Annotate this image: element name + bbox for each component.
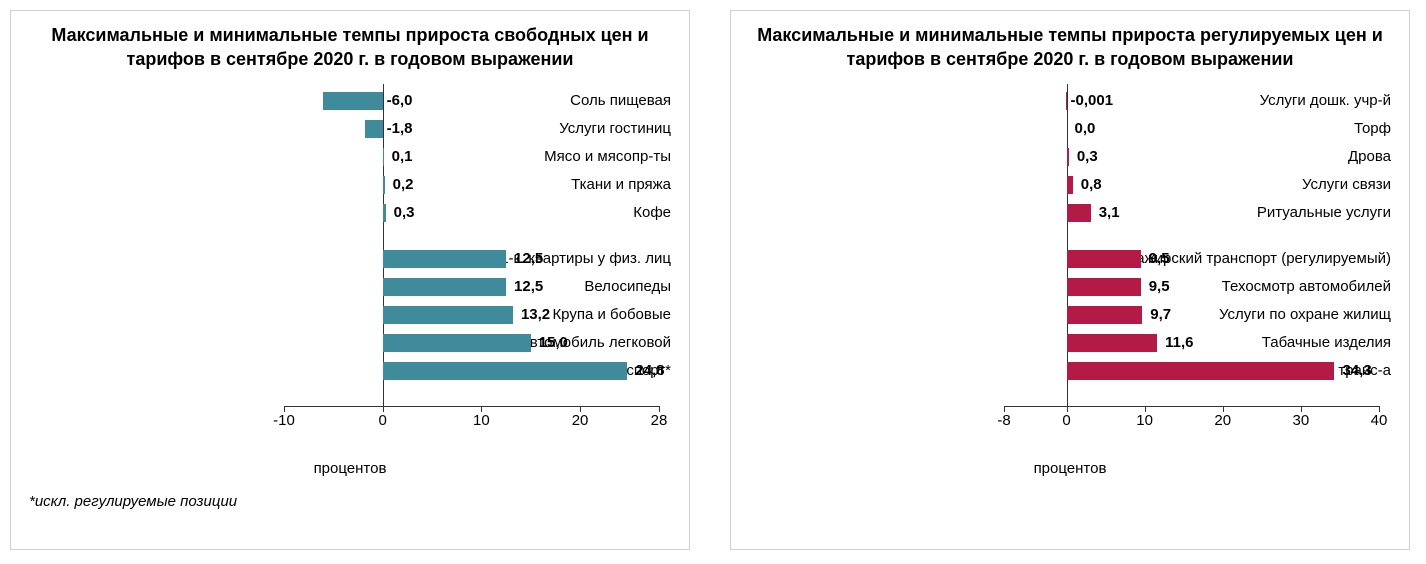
bar-row: Пассажирский транспорт*24,8 — [29, 360, 671, 388]
x-axis-line — [1004, 406, 1379, 407]
tick-label: 28 — [651, 412, 668, 429]
chart-title: Максимальные и минимальные темпы прирост… — [29, 23, 671, 72]
tick-label: 0 — [1062, 412, 1070, 429]
value-label: 34,3 — [1342, 360, 1371, 382]
chart-area-free: Соль пищевая-6,0Услуги гостиниц-1,8Мясо … — [29, 84, 671, 454]
category-label: Услуги связи — [1082, 174, 1392, 196]
bar — [383, 250, 506, 268]
value-label: 9,5 — [1149, 248, 1170, 270]
bar-row: Торф0,0 — [749, 118, 1391, 146]
value-label: -0,001 — [1071, 90, 1114, 112]
value-label: 0,0 — [1075, 118, 1096, 140]
tick-label: 40 — [1371, 412, 1388, 429]
value-label: 12,5 — [514, 276, 543, 298]
bar-row: Услуги дошк. учр-й-0,001 — [749, 90, 1391, 118]
bar-row: Автомобиль легковой15,0 — [29, 332, 671, 360]
bar-row: Соль пищевая-6,0 — [29, 90, 671, 118]
bar-row: Ритуальные услуги3,1 — [749, 202, 1391, 230]
value-label: 11,6 — [1165, 332, 1193, 354]
bar-row: слуги страхования личного транс-а34,3 — [749, 360, 1391, 388]
tick-label: 10 — [1136, 412, 1153, 429]
tick-label: 0 — [379, 412, 387, 429]
x-axis-line — [284, 406, 659, 407]
bar-row: Услуги по охране жилищ9,7 — [749, 304, 1391, 332]
bar — [383, 306, 513, 324]
bar — [1067, 334, 1158, 352]
value-label: 0,3 — [1077, 146, 1098, 168]
bar — [365, 120, 383, 138]
bar-row: Техосмотр автомобилей9,5 — [749, 276, 1391, 304]
value-label: 9,5 — [1149, 276, 1170, 298]
bar-row: Услуги связи0,8 — [749, 174, 1391, 202]
category-label: Торф — [1082, 118, 1392, 140]
bar — [1067, 250, 1141, 268]
bar — [383, 204, 386, 222]
x-axis-label: процентов — [749, 460, 1391, 477]
tick-label: 10 — [473, 412, 490, 429]
bar — [1067, 306, 1143, 324]
value-label: -6,0 — [387, 90, 413, 112]
bar — [323, 92, 382, 110]
value-label: 15,0 — [539, 332, 568, 354]
bar — [383, 176, 385, 194]
value-label: 0,1 — [392, 146, 413, 168]
category-label: Ткани и пряжа — [325, 174, 671, 196]
bar — [383, 362, 628, 380]
panel-regulated-prices: Максимальные и минимальные темпы прирост… — [730, 10, 1410, 550]
bar-row: Велосипеды12,5 — [29, 276, 671, 304]
tick-label: -8 — [997, 412, 1010, 429]
value-label: 24,8 — [635, 360, 664, 382]
x-axis: -10 0 10 20 28 — [29, 412, 671, 442]
bar-row: Услуги гостиниц-1,8 — [29, 118, 671, 146]
tick-label: 30 — [1293, 412, 1310, 429]
tick-label: 20 — [1214, 412, 1231, 429]
category-label: Ритуальные услуги — [1082, 202, 1392, 224]
value-label: 13,2 — [521, 304, 550, 326]
bar — [1066, 92, 1067, 110]
value-label: 0,8 — [1081, 174, 1102, 196]
bar-row: Ткани и пряжа0,2 — [29, 174, 671, 202]
x-axis: -8 0 10 20 30 40 — [749, 412, 1391, 442]
bar — [1067, 362, 1335, 380]
bar — [1067, 148, 1069, 166]
category-label: Услуги дошк. учр-й — [1082, 90, 1392, 112]
value-label: 12,5 — [514, 248, 543, 270]
chart-title: Максимальные и минимальные темпы прирост… — [749, 23, 1391, 72]
bar-row: Дрова0,3 — [749, 146, 1391, 174]
bar — [383, 278, 506, 296]
chart-area-regulated: Услуги дошк. учр-й-0,001Торф0,0Дрова0,3У… — [749, 84, 1391, 454]
bar — [383, 334, 531, 352]
panel-free-prices: Максимальные и минимальные темпы прирост… — [10, 10, 690, 550]
value-label: 3,1 — [1099, 202, 1120, 224]
tick-label: 20 — [572, 412, 589, 429]
category-label: Кофе — [325, 202, 671, 224]
category-label: Дрова — [1082, 146, 1392, 168]
bar-row: ажирский транспорт (регулируемый)9,5 — [749, 248, 1391, 276]
bar — [1067, 176, 1073, 194]
bar-row: Мясо и мясопр-ты0,1 — [29, 146, 671, 174]
footnote: *искл. регулируемые позиции — [29, 493, 671, 510]
value-label: -1,8 — [387, 118, 413, 140]
bar-row: Аренда 1-к. квартиры у физ. лиц12,5 — [29, 248, 671, 276]
bar-row: Крупа и бобовые13,2 — [29, 304, 671, 332]
value-label: 9,7 — [1150, 304, 1171, 326]
bar-row: Табачные изделия11,6 — [749, 332, 1391, 360]
bar — [1067, 278, 1141, 296]
value-label: 0,3 — [394, 202, 415, 224]
bar — [383, 148, 384, 166]
category-label: Мясо и мясопр-ты — [325, 146, 671, 168]
bar-row: Кофе0,3 — [29, 202, 671, 230]
tick-label: -10 — [273, 412, 295, 429]
bar — [1067, 204, 1091, 222]
x-axis-label: процентов — [29, 460, 671, 477]
value-label: 0,2 — [393, 174, 414, 196]
